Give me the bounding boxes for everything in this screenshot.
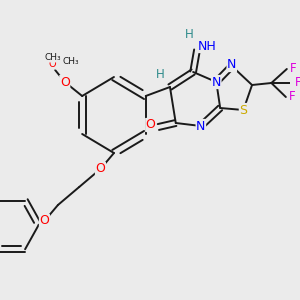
Text: H: H [156, 68, 165, 82]
Text: O: O [60, 76, 70, 88]
Text: F: F [295, 76, 300, 89]
Text: N: N [227, 58, 236, 71]
Text: H: H [185, 28, 194, 40]
Text: CH₃: CH₃ [45, 53, 62, 62]
Text: O: O [40, 214, 50, 227]
Text: O: O [48, 59, 56, 69]
Text: CH₃: CH₃ [63, 56, 80, 65]
Text: N: N [212, 76, 221, 88]
Text: N: N [196, 119, 206, 133]
Text: NH: NH [197, 40, 216, 52]
Text: O: O [95, 163, 105, 176]
Text: S: S [239, 103, 247, 116]
Text: O: O [146, 118, 156, 131]
Text: F: F [289, 91, 296, 103]
Text: F: F [290, 62, 297, 76]
